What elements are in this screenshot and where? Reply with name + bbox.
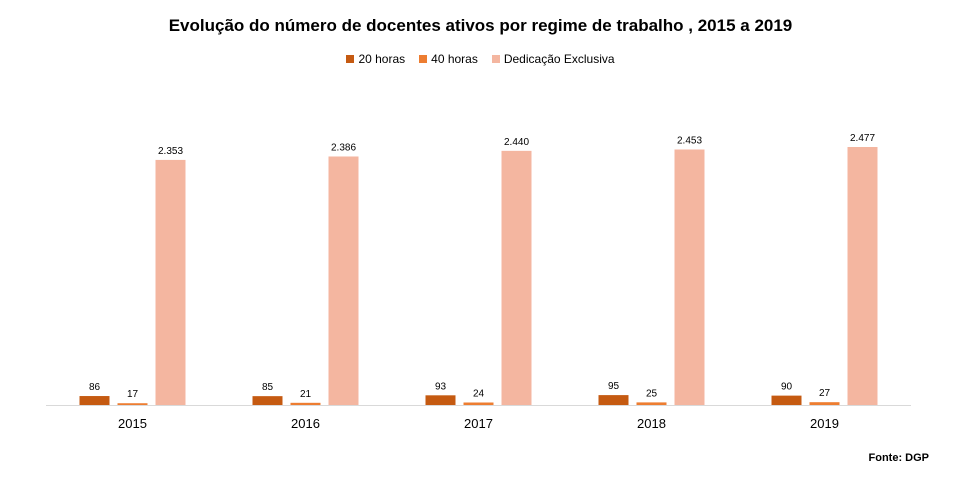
x-tick-label-2017: 2017 [464,416,493,431]
x-tick-label-2015: 2015 [118,416,147,431]
legend-item-dedicacao-exclusiva: Dedicação Exclusiva [491,52,615,66]
bar-1-2018 [598,395,629,405]
source-note: Fonte: DGP [868,452,930,464]
data-label-3-2017: 2.440 [504,137,529,148]
bar-3-2017 [501,150,532,405]
bar-2-2017 [463,402,494,405]
bar-2-2016 [290,402,321,405]
bar-3-2016 [328,156,359,405]
bar-2-2018 [636,402,667,405]
legend-label-dedicacao-exclusiva: Dedicação Exclusiva [503,52,615,66]
legend-swatch-dedicacao-exclusiva [491,55,500,63]
bar-3-2015 [155,159,186,405]
bar-1-2016 [252,396,283,405]
legend-swatch-20-horas [346,55,355,63]
data-label-1-2016: 85 [262,382,274,393]
legend-item-20-horas: 20 horas [346,52,405,66]
bar-1-2015 [79,396,110,405]
x-tick-label-2018: 2018 [637,416,666,431]
legend-item-40-horas: 40 horas [419,52,478,66]
legend-label-40-horas: 40 horas [431,52,478,66]
data-label-2-2017: 24 [473,389,485,400]
data-label-3-2016: 2.386 [331,142,356,153]
data-label-3-2018: 2.453 [677,135,702,146]
legend-label-20-horas: 20 horas [358,52,406,66]
data-label-3-2019: 2.477 [850,133,875,144]
x-tick-label-2019: 2019 [810,416,839,431]
data-label-2-2016: 21 [300,389,312,400]
bar-3-2018 [674,149,705,405]
x-tick-label-2016: 2016 [291,416,320,431]
data-label-2-2015: 17 [127,389,139,400]
legend-swatch-40-horas [419,55,428,63]
chart-title: Evolução do número de docentes ativos po… [168,16,793,35]
bar-2-2019 [809,402,840,405]
data-label-1-2015: 86 [89,382,101,393]
data-label-1-2018: 95 [608,381,620,392]
data-label-2-2018: 25 [646,388,658,399]
chart-legend: 20 horas 40 horas Dedicação Exclusiva [0,52,961,66]
bar-2-2015 [117,403,148,405]
data-label-3-2015: 2.353 [158,146,183,157]
data-label-2-2019: 27 [819,388,831,399]
bar-1-2017 [425,395,456,405]
bar-3-2019 [847,147,878,405]
data-label-1-2019: 90 [781,382,793,393]
bar-1-2019 [771,395,802,405]
data-label-1-2017: 93 [435,381,447,392]
